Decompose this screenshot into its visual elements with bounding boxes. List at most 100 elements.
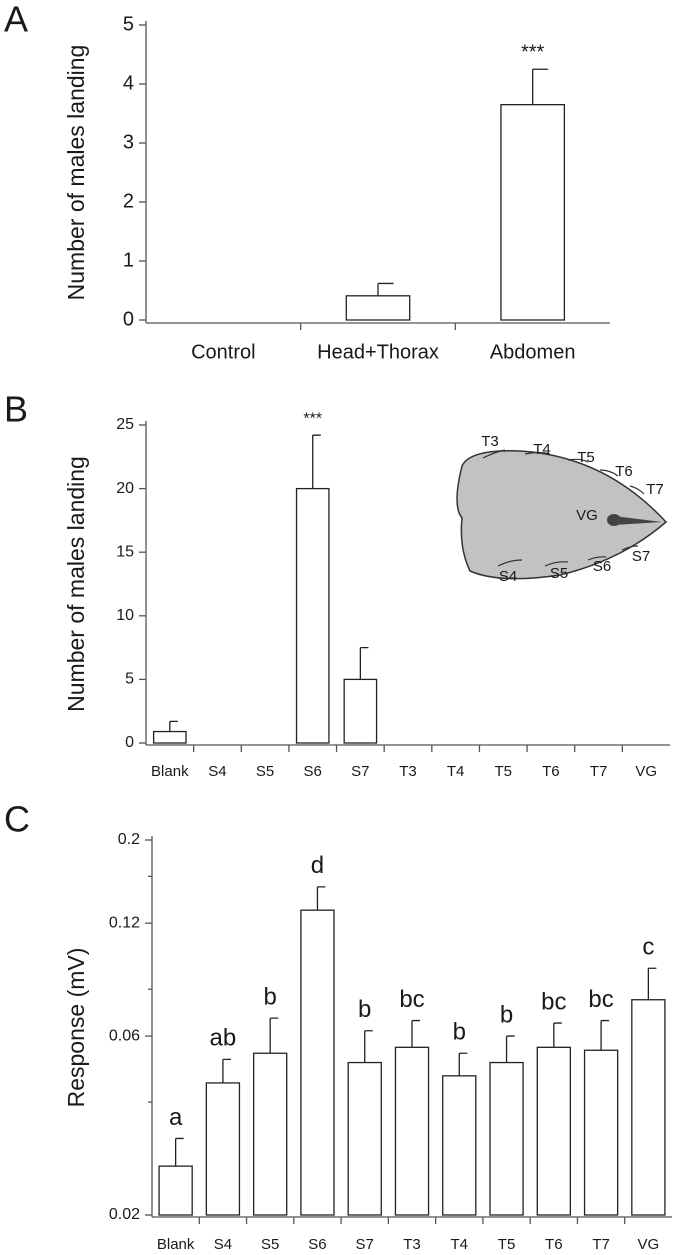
y-tick-label: 0.06 bbox=[109, 1027, 140, 1044]
y-axis-label: Number of males landing bbox=[63, 45, 89, 301]
y-tick-label: 10 bbox=[116, 607, 134, 624]
inset-label: T5 bbox=[577, 449, 595, 466]
y-tick-label: 3 bbox=[123, 131, 134, 153]
significance-label: b bbox=[358, 996, 371, 1023]
x-tick-label: T7 bbox=[590, 763, 608, 780]
error-bar bbox=[312, 434, 321, 489]
x-tick-label: T3 bbox=[399, 763, 417, 780]
bar bbox=[442, 1075, 477, 1216]
x-tick-label: VG bbox=[638, 1236, 660, 1253]
y-tick-label: 0 bbox=[125, 734, 134, 751]
y-tick-label: 15 bbox=[116, 543, 134, 560]
error-bar bbox=[174, 1137, 184, 1167]
y-tick-label: 1 bbox=[123, 249, 134, 271]
error-bar bbox=[269, 1017, 279, 1054]
x-tick-label: Head+Thorax bbox=[317, 341, 439, 363]
bar bbox=[631, 999, 666, 1216]
bar bbox=[152, 730, 187, 744]
x-tick-label: S6 bbox=[304, 763, 322, 780]
x-tick-label: T5 bbox=[495, 763, 513, 780]
bar bbox=[347, 1061, 382, 1216]
inset-label: S4 bbox=[499, 568, 517, 585]
x-tick-label: S6 bbox=[308, 1236, 326, 1253]
x-tick-label: Blank bbox=[151, 763, 189, 780]
error-bar bbox=[600, 1019, 610, 1051]
x-tick-label: Control bbox=[191, 341, 255, 363]
error-bar bbox=[553, 1022, 562, 1048]
x-tick-label: T3 bbox=[403, 1236, 421, 1253]
x-tick-label: T6 bbox=[545, 1236, 563, 1253]
bar bbox=[394, 1046, 430, 1216]
bar bbox=[158, 1165, 193, 1216]
error-bar bbox=[169, 720, 178, 732]
bar bbox=[583, 1049, 619, 1216]
x-tick-label: T4 bbox=[447, 763, 465, 780]
x-tick-label: Blank bbox=[157, 1236, 195, 1253]
y-tick-label: 20 bbox=[116, 480, 134, 497]
abdomen-inset bbox=[456, 449, 668, 580]
bar bbox=[536, 1046, 572, 1216]
bar bbox=[345, 295, 411, 321]
y-tick-label: 4 bbox=[123, 72, 134, 94]
bar bbox=[252, 1052, 288, 1216]
y-tick-label: 0.02 bbox=[109, 1206, 140, 1223]
inset-label: T4 bbox=[533, 441, 551, 458]
significance-label: c bbox=[642, 934, 654, 961]
significance-label: bc bbox=[588, 986, 613, 1013]
y-axis-label: Response (mV) bbox=[63, 948, 89, 1108]
x-tick-label: T7 bbox=[592, 1236, 610, 1253]
x-tick-label: S4 bbox=[208, 763, 226, 780]
panel-letter: A bbox=[4, 0, 28, 40]
significance-label: b bbox=[264, 983, 277, 1010]
error-bar bbox=[377, 282, 394, 296]
error-bar bbox=[505, 1035, 515, 1063]
y-tick-label: 0.12 bbox=[109, 914, 140, 931]
abdomen-shape bbox=[456, 450, 668, 580]
segment-lines bbox=[482, 449, 645, 567]
bar bbox=[205, 1082, 241, 1216]
panel-letter: B bbox=[4, 389, 28, 430]
error-bar bbox=[532, 68, 549, 105]
x-tick-label: S4 bbox=[214, 1236, 232, 1253]
inset-label: T7 bbox=[646, 481, 664, 498]
bar bbox=[500, 104, 566, 321]
x-tick-label: T4 bbox=[451, 1236, 469, 1253]
significance-label: d bbox=[311, 852, 324, 879]
bar bbox=[489, 1061, 524, 1216]
y-tick-label: 5 bbox=[123, 13, 134, 35]
x-tick-label: S7 bbox=[356, 1236, 374, 1253]
x-tick-label: T6 bbox=[542, 763, 560, 780]
error-bar bbox=[458, 1052, 468, 1076]
x-tick-label: S5 bbox=[261, 1236, 279, 1253]
bar bbox=[295, 487, 330, 744]
y-tick-label: 2 bbox=[123, 190, 134, 212]
error-bar bbox=[359, 646, 369, 680]
significance-label: *** bbox=[521, 42, 545, 64]
x-tick-label: S7 bbox=[351, 763, 369, 780]
inset-label: S7 bbox=[632, 548, 650, 565]
inset-label: VG bbox=[576, 507, 598, 524]
error-bar bbox=[316, 886, 326, 911]
error-bar bbox=[411, 1019, 421, 1048]
significance-label: b bbox=[453, 1019, 466, 1046]
significance-label: bc bbox=[399, 986, 424, 1013]
error-bar bbox=[364, 1030, 373, 1063]
significance-label: ab bbox=[210, 1025, 237, 1052]
inset-label: S5 bbox=[550, 565, 568, 582]
y-tick-label: 5 bbox=[125, 671, 134, 688]
x-tick-label: Abdomen bbox=[490, 341, 576, 363]
y-tick-label: 0.2 bbox=[118, 831, 140, 848]
error-bar bbox=[647, 967, 657, 1000]
y-tick-label: 25 bbox=[116, 416, 134, 433]
significance-label: bc bbox=[541, 988, 566, 1015]
inset-label: T3 bbox=[481, 433, 499, 450]
y-axis-label: Number of males landing bbox=[63, 456, 89, 712]
inset-label: S6 bbox=[593, 558, 611, 575]
panel-letter: C bbox=[4, 799, 30, 840]
bar bbox=[343, 678, 378, 744]
y-tick-label: 0 bbox=[123, 308, 134, 330]
significance-label: *** bbox=[303, 410, 322, 427]
inset-label: T6 bbox=[615, 463, 633, 480]
bar bbox=[300, 909, 335, 1216]
